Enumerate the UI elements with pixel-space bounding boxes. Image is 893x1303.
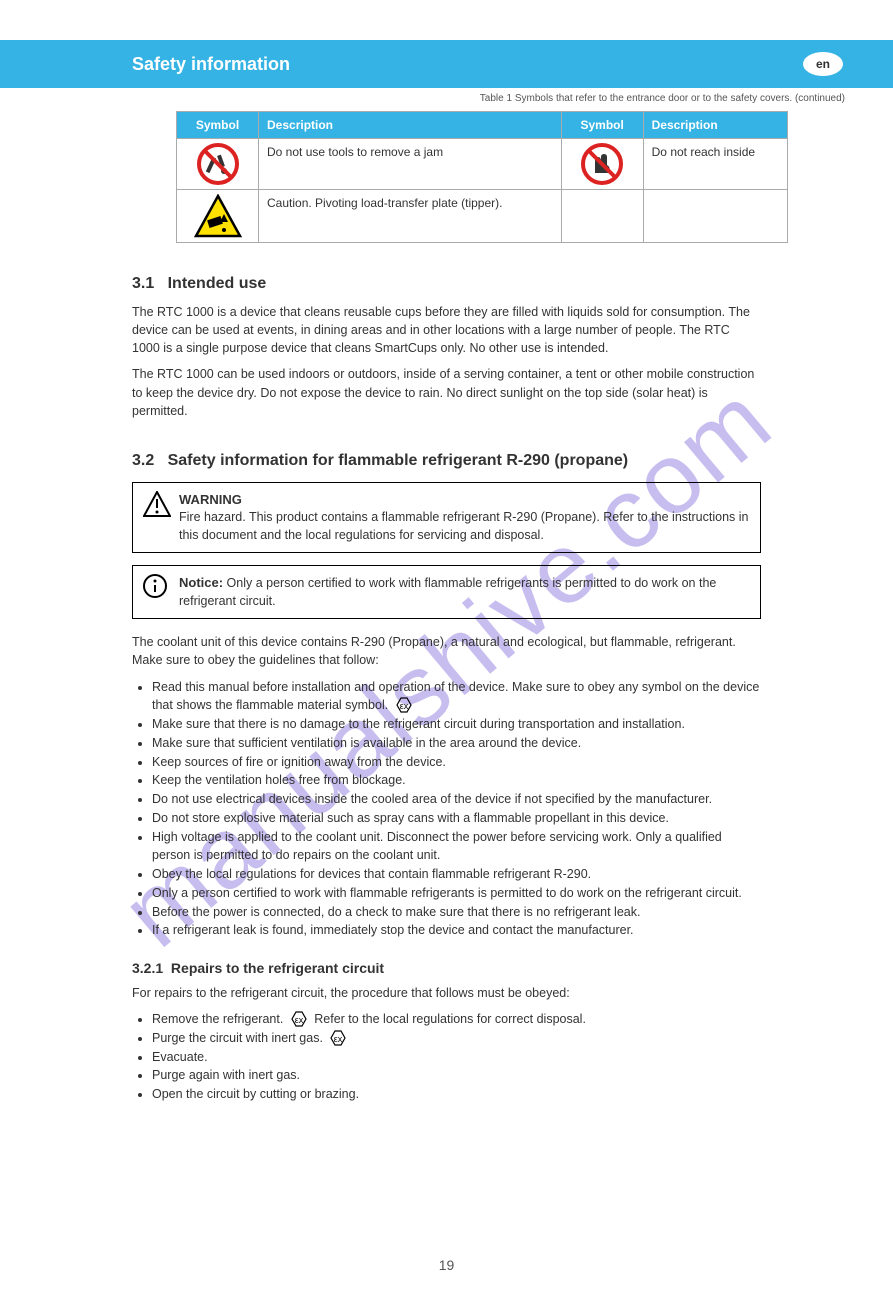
- section-heading: 3.2 Safety information for flammable ref…: [132, 452, 761, 470]
- list-item: Purge again with inert gas.: [152, 1066, 761, 1085]
- list-item: High voltage is applied to the coolant u…: [152, 828, 761, 866]
- paragraph: For repairs to the refrigerant circuit, …: [132, 984, 761, 1002]
- sec-num: 3.2: [132, 452, 154, 469]
- notice-box: Notice: Only a person certified to work …: [132, 565, 761, 619]
- svg-text:εx: εx: [399, 701, 408, 711]
- list-item: Read this manual before installation and…: [152, 678, 761, 716]
- warning-text: Fire hazard. This product contains a fla…: [179, 510, 748, 542]
- list-item: Purge the circuit with inert gas. εx: [152, 1029, 761, 1048]
- svg-text:εx: εx: [334, 1034, 343, 1044]
- bullet-list: Read this manual before installation and…: [152, 678, 761, 941]
- list-item: Open the circuit by cutting or brazing.: [152, 1085, 761, 1104]
- sub-num: 3.2.1: [132, 960, 163, 976]
- symbol-cell: [177, 139, 259, 190]
- list-item: Make sure that there is no damage to the…: [152, 715, 761, 734]
- list-item: Do not store explosive material such as …: [152, 809, 761, 828]
- list-item: Make sure that sufficient ventilation is…: [152, 734, 761, 753]
- svg-text:εx: εx: [295, 1015, 304, 1025]
- symbol-table: Symbol Description Symbol Description Do…: [176, 111, 788, 243]
- info-icon: [143, 574, 179, 610]
- notice-text: Only a person certified to work with fla…: [179, 576, 716, 608]
- page-number: 19: [439, 1257, 455, 1273]
- sec-num: 3.1: [132, 275, 154, 292]
- desc-cell: Do not reach inside: [643, 139, 787, 190]
- list-item: If a refrigerant leak is found, immediat…: [152, 921, 761, 940]
- desc-cell: Do not use tools to remove a jam: [259, 139, 562, 190]
- th-desc-1: Description: [259, 112, 562, 139]
- section-heading: 3.1 Intended use: [132, 275, 761, 293]
- subsection-heading: 3.2.1 Repairs to the refrigerant circuit: [132, 960, 761, 976]
- sub-title: Repairs to the refrigerant circuit: [171, 960, 384, 976]
- list-item: Only a person certified to work with fla…: [152, 884, 761, 903]
- desc-cell: [643, 190, 787, 243]
- table-caption: Table 1 Symbols that refer to the entran…: [0, 92, 845, 105]
- paragraph: The RTC 1000 can be used indoors or outd…: [132, 365, 761, 419]
- content: Symbol Description Symbol Description Do…: [0, 111, 893, 1104]
- warning-label: WARNING: [179, 492, 242, 507]
- list-item: Evacuate.: [152, 1048, 761, 1067]
- list-item: Remove the refrigerant. εx Refer to the …: [152, 1010, 761, 1029]
- symbol-cell: [561, 190, 643, 243]
- list-item: Keep sources of fire or ignition away fr…: [152, 753, 761, 772]
- sec-title: Intended use: [168, 275, 267, 292]
- desc-cell: Caution. Pivoting load-transfer plate (t…: [259, 190, 562, 243]
- lang-badge: en: [803, 52, 843, 76]
- th-symbol-2: Symbol: [561, 112, 643, 139]
- notice-label: Notice:: [179, 575, 223, 590]
- th-symbol-1: Symbol: [177, 112, 259, 139]
- list-item: Obey the local regulations for devices t…: [152, 865, 761, 884]
- table-row: Caution. Pivoting load-transfer plate (t…: [177, 190, 788, 243]
- paragraph: The RTC 1000 is a device that cleans reu…: [132, 303, 761, 357]
- th-desc-2: Description: [643, 112, 787, 139]
- prohibit-tool-icon: [197, 143, 239, 185]
- warning-icon: [143, 491, 179, 545]
- paragraph: The coolant unit of this device contains…: [132, 633, 761, 669]
- page-header: Safety information en: [0, 40, 893, 88]
- prohibit-hand-icon: [581, 143, 623, 185]
- bullet-list: Remove the refrigerant. εx Refer to the …: [152, 1010, 761, 1104]
- warn-pivot-icon: [194, 194, 242, 238]
- list-item: Before the power is connected, do a chec…: [152, 903, 761, 922]
- page-title: Safety information: [132, 54, 290, 75]
- symbol-cell: [177, 190, 259, 243]
- list-item: Do not use electrical devices inside the…: [152, 790, 761, 809]
- symbol-cell: [561, 139, 643, 190]
- table-row: Do not use tools to remove a jam Do not …: [177, 139, 788, 190]
- warning-box: WARNING Fire hazard. This product contai…: [132, 482, 761, 554]
- sec-title: Safety information for flammable refrige…: [168, 452, 629, 469]
- list-item: Keep the ventilation holes free from blo…: [152, 771, 761, 790]
